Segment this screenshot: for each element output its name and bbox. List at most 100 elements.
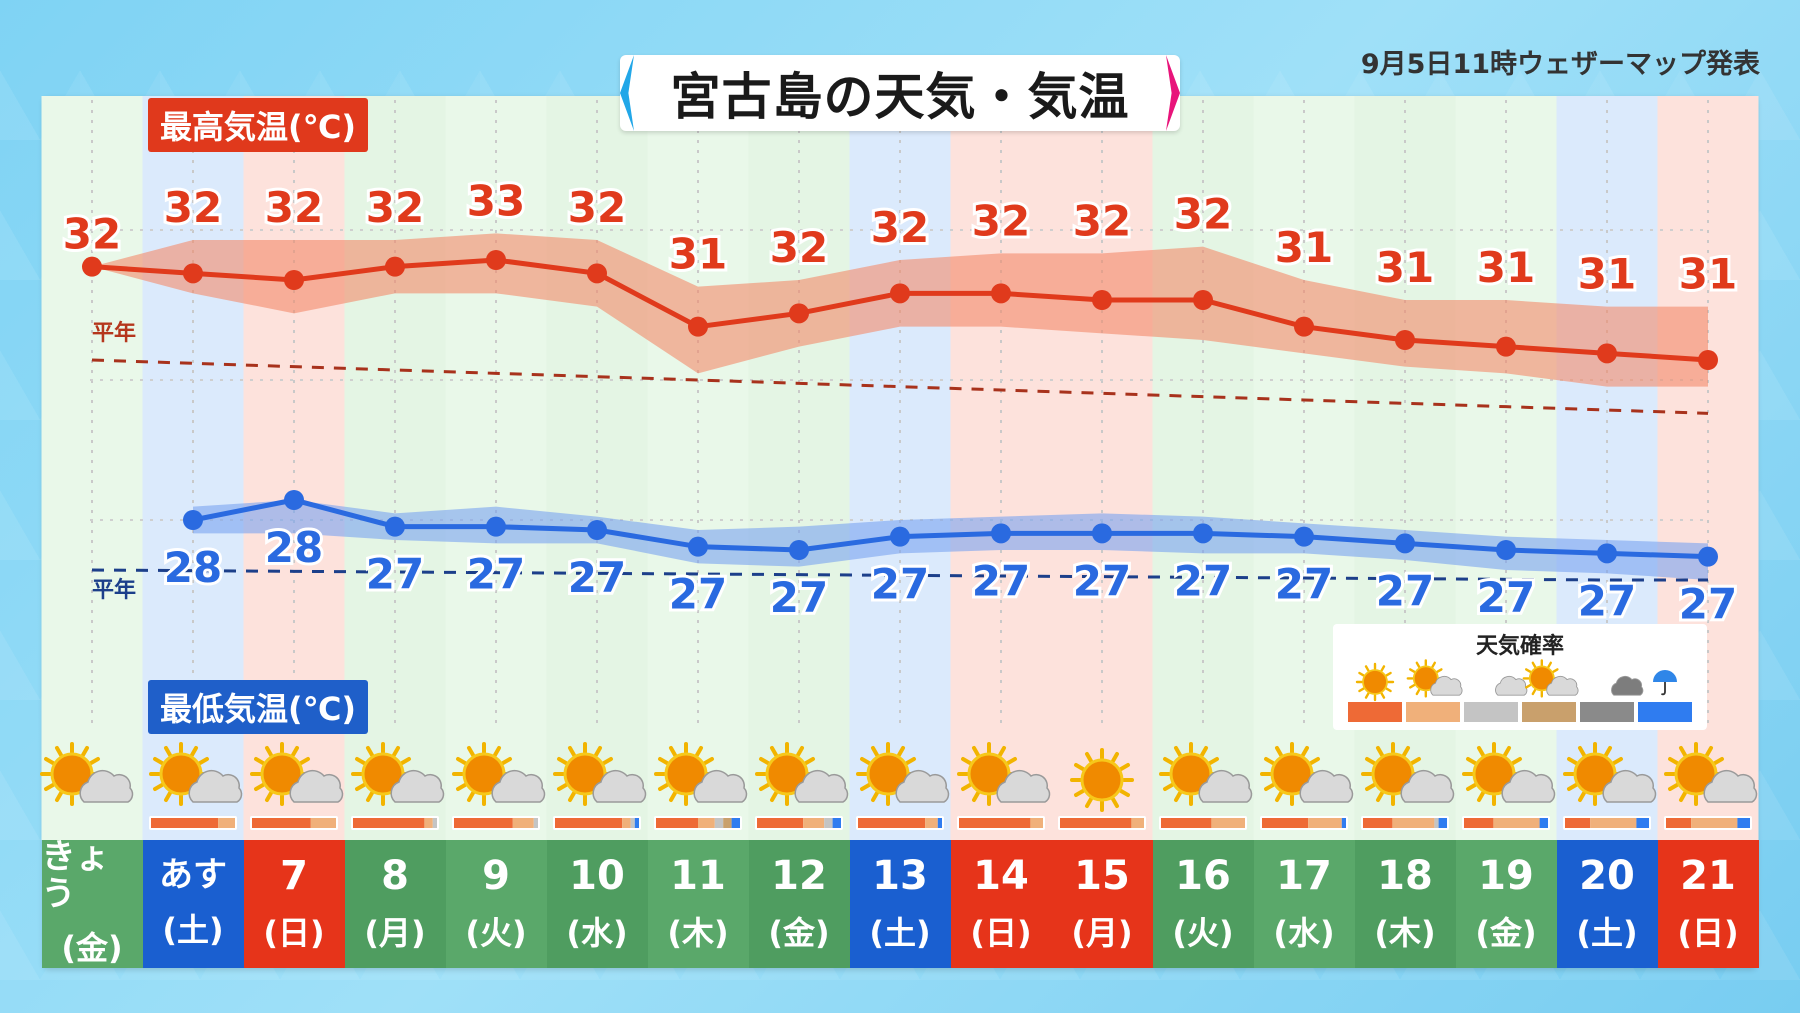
sun-cloud-icon: [1462, 742, 1556, 806]
sun-ray: [1668, 783, 1679, 791]
min-temp-value: 27: [1275, 560, 1333, 609]
sun-ray: [1364, 665, 1370, 672]
sun-ray: [1531, 688, 1537, 696]
sun-ray: [1264, 757, 1275, 765]
max-temp-point: [486, 250, 506, 270]
sun-cloud-icon: [1522, 659, 1579, 698]
weekday-label: (木): [1374, 914, 1436, 952]
weekday-label: (日): [1677, 914, 1739, 952]
max-temp-label: 最高気温(℃): [148, 98, 369, 152]
sun-ray: [55, 746, 63, 757]
sun-cloud-icon: [149, 742, 243, 806]
max-temp-value: 32: [366, 183, 424, 232]
prob-bar-segment: [1392, 818, 1435, 828]
sun-cloud-icon: [1361, 742, 1455, 806]
sun-ray: [164, 746, 172, 757]
sun-ray: [804, 757, 815, 765]
prob-bar-segment: [1493, 818, 1540, 828]
max-temp-point: [1193, 290, 1213, 310]
sun-cloud-icon: [40, 742, 134, 806]
column-bg-12: [748, 96, 850, 840]
sun-ray: [1174, 791, 1182, 802]
prob-bar-segment: [1434, 818, 1439, 828]
min-temp-value: 27: [1679, 580, 1737, 629]
sun-ray: [81, 746, 89, 757]
prob-bar-segment: [1161, 818, 1212, 828]
prob-bar-segment: [1060, 818, 1132, 828]
day-cell: 15 (月): [1051, 840, 1153, 968]
max-temp-value: 32: [164, 183, 222, 232]
min-temp-range-band: [193, 500, 1708, 580]
sun-ray: [1358, 671, 1365, 677]
umbrella-icon: [1653, 670, 1677, 696]
min-temp-point: [1597, 543, 1617, 564]
min-temp-line: [192, 497, 1709, 560]
sun-ray: [1612, 757, 1623, 765]
sun-ray: [392, 746, 400, 757]
sun-ray: [1409, 668, 1416, 673]
prob-bar-segment: [353, 818, 425, 828]
prob-bar-segment: [698, 818, 715, 828]
sun-ray: [557, 783, 568, 791]
sun-ray: [770, 746, 778, 757]
sun-ray: [1380, 692, 1386, 699]
cloud-shape: [1602, 769, 1657, 803]
sun-cloud-icon: [1406, 659, 1463, 698]
prob-bar-segment: [1438, 818, 1447, 828]
prob-bar-segment: [1131, 818, 1144, 828]
weekday-label: (水): [1273, 914, 1335, 952]
min-normal-label: 平年: [92, 578, 137, 603]
sun-ray: [1679, 791, 1687, 802]
day-label: 15: [1074, 853, 1130, 899]
weather-probability-legend: 天気確率: [1333, 624, 1707, 730]
prob-bar-segment: [714, 818, 724, 828]
day-label: 17: [1276, 853, 1332, 899]
min-temp-point: [385, 516, 405, 537]
max-temp-point: [1496, 336, 1516, 357]
sun-ray: [1415, 688, 1421, 696]
sun-ray: [860, 783, 871, 791]
sun-ray: [456, 783, 467, 791]
sun-ray: [1552, 668, 1559, 673]
cloud-shape: [1198, 769, 1253, 803]
prob-bar-segment: [432, 818, 437, 828]
prob-bar-segment: [630, 818, 635, 828]
prob-bar-segment: [151, 818, 219, 828]
sun-ray: [355, 783, 366, 791]
min-temp-point: [789, 540, 809, 560]
prob-bar-segment: [824, 818, 833, 828]
sun-ray: [1713, 757, 1724, 765]
sun-ray: [871, 791, 879, 802]
sun-ray: [190, 746, 198, 757]
sun-ray: [89, 757, 100, 765]
cloud-shape: [794, 769, 849, 803]
day-label: 13: [872, 853, 928, 899]
max-temp-point: [1698, 350, 1718, 370]
min-temp-value: 27: [1477, 573, 1535, 622]
sun-cloud-icon: [957, 742, 1051, 806]
prob-bar-segment: [555, 818, 623, 828]
cloud-shape: [491, 769, 546, 803]
min-temp-value: 27: [366, 550, 424, 599]
cloud-shape: [390, 769, 445, 803]
sun-ray: [501, 757, 512, 765]
day-cell: 13 (土): [849, 840, 951, 968]
sun-ray: [972, 746, 980, 757]
legend-title: 天気確率: [1475, 634, 1564, 659]
sun-disc: [1080, 758, 1124, 802]
sun-ray: [658, 783, 669, 791]
day-label: 21: [1680, 853, 1736, 899]
sun-ray: [1119, 789, 1130, 797]
min-temp-point: [1395, 533, 1415, 554]
max-temp-point: [789, 303, 809, 324]
cloud-shape: [1501, 769, 1556, 803]
title-box: 宮古島の天気・気温: [620, 55, 1180, 131]
weekday-label: (土): [162, 910, 224, 949]
prob-bar-segment: [1363, 818, 1393, 828]
prob-bar-segment: [959, 818, 1031, 828]
max-temp-point: [1395, 330, 1415, 350]
cloud-shape: [996, 769, 1051, 803]
sun-ray: [1208, 757, 1219, 765]
day-label: 16: [1175, 853, 1231, 899]
weekday-label: (土): [869, 914, 931, 952]
